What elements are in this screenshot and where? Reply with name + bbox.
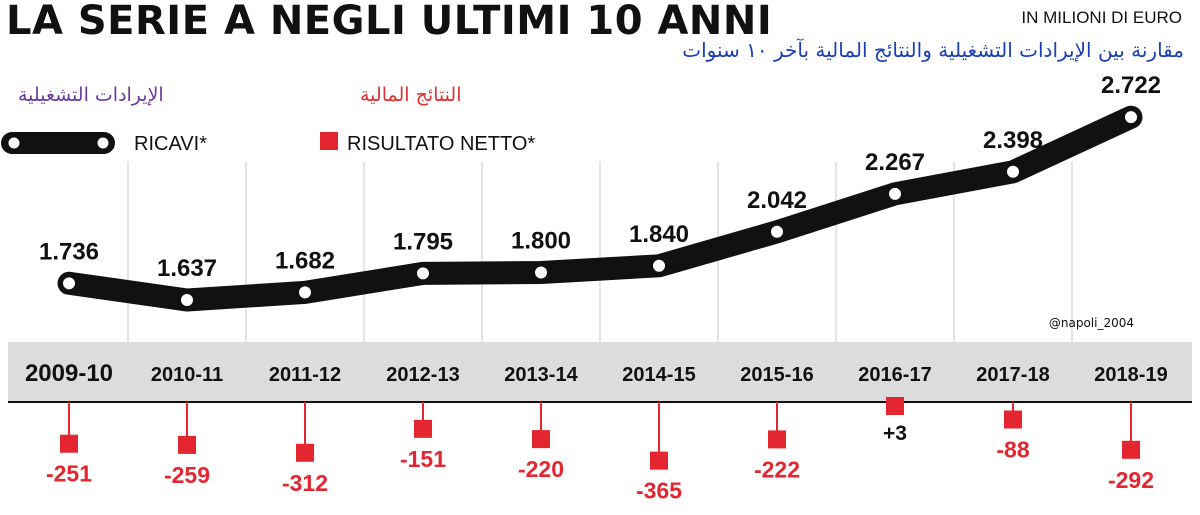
revenue-point-2009-10: [61, 275, 77, 292]
legend-net-label: RISULTATO NETTO*: [347, 133, 535, 155]
net-marker-2011-12: [296, 443, 314, 462]
season-label-2015-16: 2015-16: [740, 364, 813, 386]
net-result-series: -251 -259 -312 -151 -220 -365 -222 +3 -88 -292: [46, 397, 1154, 504]
season-label-2010-11: 2010-11: [151, 364, 223, 386]
season-label-2016-17: 2016-17: [858, 364, 931, 386]
legend-revenue-label: RICAVI*: [134, 133, 207, 155]
revenue-line: [57, 105, 1143, 312]
revenue-point-2018-19: [1123, 109, 1139, 126]
season-label-2013-14: 2013-14: [504, 364, 578, 386]
credit-handle: @napoli_2004: [1048, 316, 1134, 330]
net-label-2010-11: -259: [164, 462, 210, 488]
arabic-revenue-label: الإيرادات التشغيلية: [18, 84, 164, 106]
revenue-label-2016-17: 2.267: [865, 149, 925, 176]
revenue-point-2012-13: [415, 265, 431, 282]
revenue-label-2012-13: 1.795: [393, 228, 453, 255]
revenue-point-2013-14: [533, 264, 549, 281]
season-label-2011-12: 2011-12: [269, 364, 341, 386]
revenue-label-2017-18: 2.398: [983, 127, 1043, 154]
season-axis: 2009-10 2010-11 2011-12 2012-13 2013-14 2014-…: [25, 360, 1168, 387]
revenue-point-2014-15: [651, 257, 667, 274]
net-label-2015-16: -222: [754, 456, 800, 482]
net-label-2012-13: -151: [400, 446, 446, 472]
revenue-label-2018-19: 2.722: [1101, 72, 1161, 99]
net-label-2011-12: -312: [282, 470, 328, 496]
season-label-2018-19: 2018-19: [1094, 364, 1167, 386]
revenue-point-2011-12: [297, 284, 313, 301]
net-label-2018-19: -292: [1108, 467, 1154, 493]
arabic-net-result-label: النتائج المالية: [360, 84, 462, 106]
revenue-point-2017-18: [1005, 163, 1021, 180]
season-label-2009-10: 2009-10: [25, 360, 113, 387]
net-marker-2010-11: [178, 435, 196, 454]
chart-title: LA SERIE A NEGLI ULTIMI 10 ANNI: [6, 0, 773, 44]
season-band: [8, 342, 1192, 402]
season-label-2012-13: 2012-13: [386, 364, 459, 386]
revenue-label-2014-15: 1.840: [629, 221, 689, 248]
net-label-2013-14: -220: [518, 456, 564, 482]
net-marker-2018-19: [1122, 440, 1140, 459]
net-marker-2009-10: [60, 434, 78, 453]
net-marker-2014-15: [650, 451, 668, 470]
net-marker-2017-18: [1004, 410, 1022, 429]
revenue-point-2015-16: [769, 223, 785, 240]
net-label-2009-10: -251: [46, 461, 92, 487]
revenue-label-2010-11: 1.637: [157, 255, 217, 282]
revenue-label-2015-16: 2.042: [747, 187, 807, 214]
revenue-label-2013-14: 1.800: [511, 228, 571, 255]
legend-net-swatch: [320, 132, 338, 150]
season-label-2017-18: 2017-18: [976, 364, 1049, 386]
net-marker-2012-13: [414, 419, 432, 438]
arabic-subtitle: مقارنة بين الإيرادات التشغيلية والنتائج …: [682, 38, 1184, 62]
net-label-2017-18: -88: [996, 437, 1029, 463]
revenue-series: 1.736 1.637 1.682 1.795 1.800 1.840 2.042 2.267…: [39, 72, 1161, 312]
revenue-point-2010-11: [179, 292, 195, 308]
legend: RICAVI* RISULTATO NETTO*: [1, 132, 535, 155]
net-marker-2016-17: [886, 397, 904, 415]
legend-revenue-swatch: [1, 132, 115, 154]
net-marker-2013-14: [532, 430, 550, 449]
net-marker-2015-16: [768, 430, 786, 449]
season-label-2014-15: 2014-15: [622, 364, 695, 386]
unit-label: IN MILIONI DI EURO: [1021, 8, 1182, 27]
revenue-label-2011-12: 1.682: [275, 247, 335, 274]
revenue-point-2016-17: [887, 185, 903, 202]
net-label-2014-15: -365: [636, 478, 682, 504]
net-label-2016-17: +3: [883, 422, 907, 445]
revenue-label-2009-10: 1.736: [39, 238, 99, 265]
